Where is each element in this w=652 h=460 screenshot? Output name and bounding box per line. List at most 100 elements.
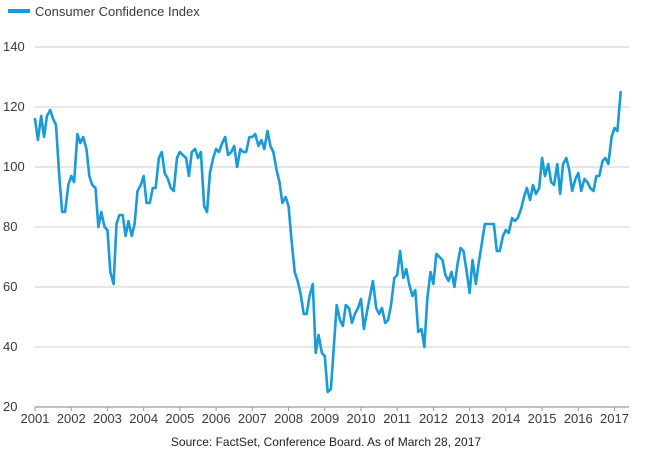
data-point bbox=[616, 130, 619, 132]
data-point bbox=[423, 346, 426, 348]
source-note: Source: FactSet, Conference Board. As of… bbox=[171, 435, 481, 449]
data-point bbox=[613, 127, 616, 129]
data-point bbox=[181, 154, 184, 156]
data-point bbox=[516, 217, 519, 219]
data-point bbox=[167, 178, 169, 180]
data-point bbox=[344, 304, 347, 306]
data-point bbox=[468, 292, 471, 294]
x-tick-label: 2004 bbox=[129, 411, 158, 426]
data-point bbox=[607, 163, 610, 165]
data-point bbox=[378, 313, 380, 315]
data-point bbox=[565, 157, 568, 159]
data-point bbox=[263, 148, 266, 150]
data-point bbox=[390, 304, 392, 306]
data-point bbox=[199, 151, 202, 153]
data-point bbox=[118, 214, 121, 216]
data-point bbox=[369, 295, 371, 297]
data-point bbox=[514, 220, 516, 222]
data-point bbox=[568, 169, 571, 171]
data-point bbox=[559, 193, 562, 195]
data-point bbox=[218, 151, 220, 153]
y-tick-label: 60 bbox=[3, 279, 17, 294]
data-point bbox=[335, 304, 338, 306]
data-point bbox=[601, 160, 604, 162]
data-point bbox=[185, 157, 187, 159]
series-layer bbox=[33, 90, 622, 394]
data-point bbox=[272, 151, 275, 153]
data-point bbox=[154, 187, 157, 189]
data-point bbox=[73, 181, 76, 183]
data-point bbox=[212, 157, 215, 159]
data-point bbox=[348, 307, 350, 309]
data-point bbox=[498, 250, 501, 252]
data-point bbox=[353, 313, 356, 315]
data-point bbox=[254, 133, 257, 135]
data-point bbox=[209, 172, 211, 174]
data-point bbox=[357, 307, 359, 309]
data-point bbox=[109, 271, 112, 273]
data-point bbox=[502, 235, 504, 237]
data-point bbox=[547, 163, 550, 165]
data-point bbox=[206, 211, 208, 213]
y-tick-label: 80 bbox=[3, 219, 17, 234]
x-tick-label: 2008 bbox=[274, 411, 303, 426]
data-point bbox=[456, 262, 459, 264]
data-point bbox=[103, 226, 106, 228]
legend: Consumer Confidence Index bbox=[8, 4, 200, 19]
data-point bbox=[43, 136, 45, 138]
data-point bbox=[88, 175, 91, 177]
data-point bbox=[459, 247, 462, 249]
data-point bbox=[550, 181, 553, 183]
data-point bbox=[462, 250, 465, 252]
data-point bbox=[230, 151, 233, 153]
data-point bbox=[323, 355, 326, 357]
data-point bbox=[432, 283, 435, 285]
data-point bbox=[79, 142, 82, 144]
data-point bbox=[115, 223, 118, 225]
data-point bbox=[598, 175, 601, 177]
x-tick-label: 2001 bbox=[21, 411, 50, 426]
data-point bbox=[493, 223, 495, 225]
data-point bbox=[287, 205, 290, 207]
data-point bbox=[314, 352, 317, 354]
data-point bbox=[504, 229, 507, 231]
data-point bbox=[474, 283, 477, 285]
x-tick-label: 2002 bbox=[57, 411, 86, 426]
data-point bbox=[483, 223, 486, 225]
data-point bbox=[236, 166, 239, 168]
data-point bbox=[444, 274, 447, 276]
data-point bbox=[330, 388, 332, 390]
data-point bbox=[176, 157, 178, 159]
data-point bbox=[586, 181, 589, 183]
x-axis-ticks: 2001 2002 2003 2004 2005 2006 2007 2008 2009 2010… bbox=[21, 407, 629, 426]
data-point bbox=[595, 175, 598, 177]
data-point bbox=[520, 208, 522, 210]
data-point bbox=[49, 109, 52, 111]
data-point bbox=[160, 151, 163, 153]
data-point bbox=[495, 250, 498, 252]
data-point bbox=[619, 91, 622, 93]
data-point bbox=[151, 187, 154, 189]
data-point bbox=[408, 283, 411, 285]
data-point bbox=[402, 277, 405, 279]
data-point bbox=[136, 190, 139, 192]
data-point bbox=[40, 115, 43, 117]
y-tick-label: 120 bbox=[3, 99, 25, 114]
data-point bbox=[351, 322, 353, 324]
data-point bbox=[227, 154, 229, 156]
x-tick-label: 2009 bbox=[310, 411, 339, 426]
data-point bbox=[281, 202, 284, 204]
x-tick-label: 2005 bbox=[165, 411, 194, 426]
data-point bbox=[541, 157, 543, 159]
y-tick-label: 40 bbox=[3, 339, 17, 354]
data-point bbox=[574, 178, 577, 180]
legend-label: Consumer Confidence Index bbox=[35, 4, 200, 19]
data-point bbox=[172, 190, 175, 192]
data-point bbox=[91, 184, 94, 186]
data-point bbox=[94, 187, 97, 189]
data-point bbox=[251, 136, 254, 138]
data-point bbox=[127, 220, 130, 222]
data-point bbox=[538, 187, 541, 189]
data-point bbox=[266, 130, 269, 132]
data-point bbox=[278, 181, 281, 183]
